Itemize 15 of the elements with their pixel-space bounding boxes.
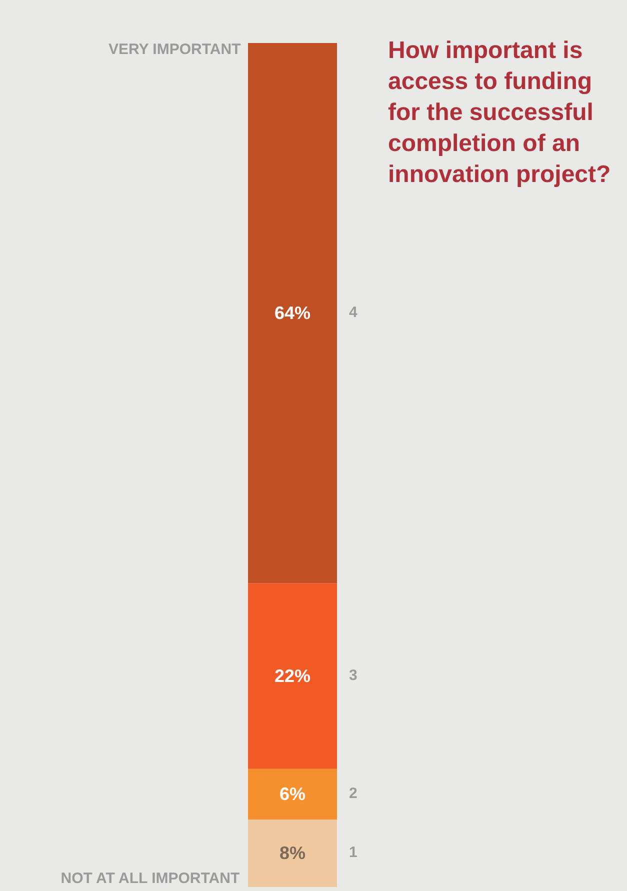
- data-label: 8%: [279, 843, 306, 864]
- text: How important is access to funding for the successful completion of an innovation project?: [388, 37, 611, 188]
- data-label: 64%: [274, 303, 311, 324]
- text: VERY IMPORTANT: [108, 41, 241, 58]
- bar: [248, 43, 337, 584]
- text: NOT AT ALL IMPORTANT: [60, 870, 240, 887]
- bar: [248, 583, 337, 769]
- series-label: 1: [349, 844, 358, 862]
- bar: [248, 768, 337, 820]
- data-label: 6%: [279, 784, 306, 804]
- series-label: 2: [349, 785, 358, 802]
- bar: [248, 819, 337, 887]
- data-label: 22%: [274, 666, 311, 686]
- series-label: 3: [349, 667, 358, 684]
- series-label: 4: [349, 304, 358, 322]
